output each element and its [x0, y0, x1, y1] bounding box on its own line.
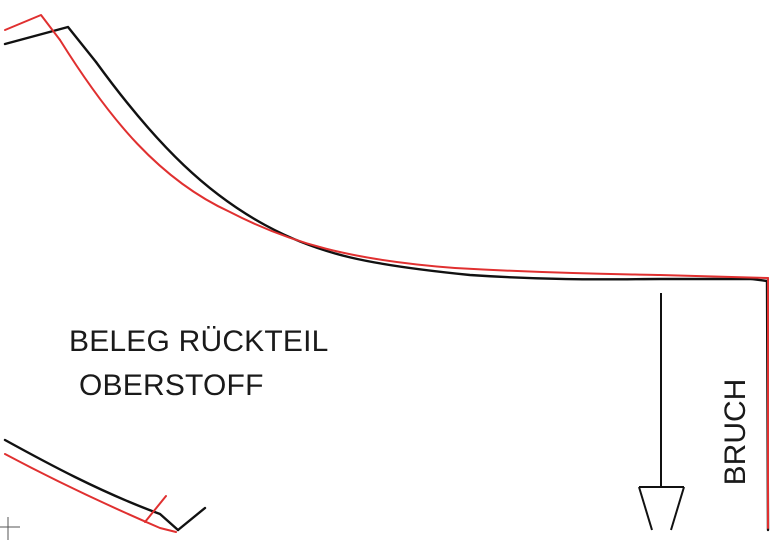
neck-corner-red: [4, 14, 61, 41]
lower-notch-black: [176, 506, 207, 532]
neckline-curve-red: [59, 39, 769, 279]
fold-label: BRUCH: [719, 378, 752, 486]
pattern-title-line-2: OBERSTOFF: [79, 369, 264, 402]
pattern-title-line-1: BELEG RÜCKTEIL: [69, 325, 329, 358]
neckline-curve-black: [94, 60, 754, 281]
lower-edge-black: [3, 438, 180, 532]
arrow-down-icon: [638, 293, 685, 531]
adjusted-pattern-outline: [4, 14, 769, 533]
neck-corner-black: [3, 25, 98, 64]
lower-edge-red: [4, 453, 177, 533]
fold-edge-black: [750, 277, 769, 283]
original-pattern-outline: [3, 25, 770, 532]
lower-notch-red: [144, 495, 167, 523]
crosshair-icon: [0, 517, 20, 540]
